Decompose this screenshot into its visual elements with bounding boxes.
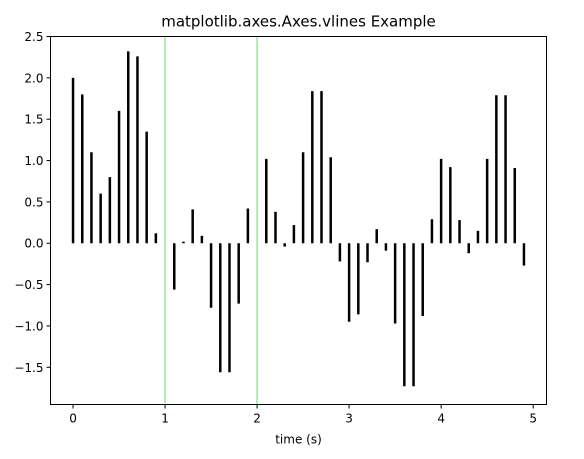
x-tick-label: 4 — [437, 412, 445, 426]
x-tick-label: 3 — [345, 412, 353, 426]
y-tick-label: −0.5 — [14, 278, 43, 292]
y-tick-label: 0.5 — [24, 195, 43, 209]
x-tick-label: 0 — [69, 412, 77, 426]
y-tick-label: −1.5 — [14, 361, 43, 375]
y-tick-label: 0.0 — [24, 237, 43, 251]
y-tick-label: −1.0 — [14, 319, 43, 333]
y-tick-label: 1.5 — [24, 113, 43, 127]
chart-title: matplotlib.axes.Axes.vlines Example — [161, 13, 436, 31]
x-tick-label: 5 — [529, 412, 537, 426]
x-axis-label: time (s) — [275, 433, 322, 447]
plot-marks — [71, 36, 526, 405]
x-axis-ticks: 0 1 2 3 4 5 — [69, 404, 537, 426]
y-tick-label: 2.5 — [24, 30, 43, 44]
y-tick-label: 2.0 — [24, 71, 43, 85]
y-axis-ticks: −1.5 −1.0 −0.5 0.0 0.5 1.0 1.5 2.0 2.5 — [14, 30, 51, 375]
y-tick-label: 1.0 — [24, 154, 43, 168]
x-tick-label: 2 — [253, 412, 261, 426]
axes-frame — [50, 36, 547, 405]
x-tick-label: 1 — [161, 412, 169, 426]
